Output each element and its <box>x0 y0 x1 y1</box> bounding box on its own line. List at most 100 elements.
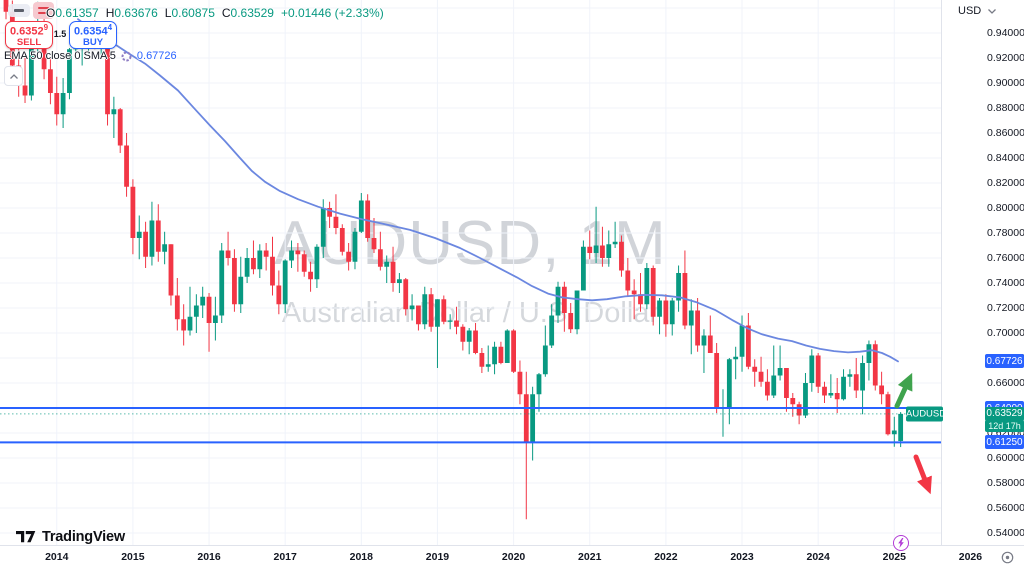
candle <box>625 258 631 297</box>
candle <box>428 288 434 332</box>
candle <box>155 204 161 262</box>
candle <box>879 371 885 405</box>
timezone-button[interactable] <box>1001 551 1014 568</box>
candle <box>327 201 332 228</box>
line-price-label[interactable]: 0.61250 <box>985 435 1024 450</box>
candle <box>568 303 574 333</box>
candle <box>200 286 206 318</box>
candle <box>561 281 567 332</box>
candle <box>54 76 60 126</box>
candle <box>504 329 510 363</box>
indicator-title: EMA 50 close 0 SMA 5 <box>4 50 116 62</box>
candle <box>282 259 288 313</box>
candle <box>454 306 459 335</box>
candle <box>682 250 688 330</box>
candle <box>606 230 612 267</box>
candle <box>676 265 681 312</box>
candle <box>447 314 453 330</box>
candle <box>638 273 643 312</box>
time-axis[interactable]: 2014 2015 2016 2017 2018 2019 2020 2021 2022 2023… <box>0 545 1024 568</box>
arrow-down-drawing[interactable] <box>913 454 932 495</box>
candle <box>435 299 440 368</box>
price-tick-label: 0.66000 <box>987 377 1024 389</box>
candle <box>193 294 199 333</box>
price-tick-label: 0.86000 <box>987 127 1024 139</box>
price-tick-label: 0.72000 <box>987 302 1024 314</box>
buy-button[interactable]: 0.63544 BUY <box>69 21 117 49</box>
price-axis[interactable]: USD 0.94000 0.92000 0.90000 0.88000 0.86000 0… <box>906 0 1024 545</box>
chart-canvas[interactable] <box>0 0 941 545</box>
change-value: +0.01446 <box>280 6 332 20</box>
candle <box>225 231 231 266</box>
candle <box>314 244 320 288</box>
candle <box>701 329 707 373</box>
price-tick-label: 0.70000 <box>987 327 1024 339</box>
candle <box>416 305 421 331</box>
sell-price: 0.6352 <box>9 25 44 38</box>
candle <box>403 278 409 316</box>
price-tick-label: 0.94000 <box>987 27 1024 39</box>
candle <box>181 304 187 346</box>
clock-dot-icon <box>1001 551 1014 564</box>
year-tick-label: 2022 <box>654 551 678 563</box>
candle <box>219 243 225 323</box>
candle <box>244 248 250 283</box>
year-tick-label: 2020 <box>501 551 526 563</box>
legend-collapse-button[interactable] <box>4 66 23 86</box>
candle <box>371 218 377 253</box>
candle <box>352 228 358 270</box>
price-tick-label: 0.78000 <box>987 227 1024 239</box>
high-label: H <box>105 6 115 20</box>
candle <box>847 369 853 387</box>
ema-line[interactable] <box>77 18 899 363</box>
candle <box>663 294 669 337</box>
sell-button[interactable]: 0.63529 SELL <box>5 21 53 49</box>
tradingview-mark-icon <box>16 531 36 543</box>
tradingview-logo[interactable]: TradingView <box>16 529 125 545</box>
candle <box>187 286 193 336</box>
current-price-label[interactable]: 0.63529 <box>985 406 1024 421</box>
line-price-label[interactable]: 0.67726 <box>985 354 1024 369</box>
candle <box>574 290 580 335</box>
candle <box>828 374 834 398</box>
candle <box>707 315 713 353</box>
indicator-legend[interactable]: EMA 50 close 0 SMA 5 0.67726 <box>4 50 177 62</box>
year-tick-label: 2021 <box>578 551 602 563</box>
legend-toggle-button[interactable] <box>8 4 30 17</box>
candle <box>492 341 497 375</box>
candle <box>771 345 777 398</box>
price-tick-label: 0.80000 <box>987 202 1024 214</box>
candle <box>441 295 447 325</box>
price-tick-label: 0.84000 <box>987 152 1024 164</box>
currency-selector[interactable]: USD <box>958 5 997 17</box>
candle <box>168 244 174 306</box>
candle <box>600 226 605 267</box>
buy-price: 0.6354 <box>73 25 108 38</box>
buy-sell-panel-button[interactable] <box>33 2 54 19</box>
candle <box>885 391 891 436</box>
candle <box>136 215 142 260</box>
candle <box>60 78 66 128</box>
candle <box>549 304 555 348</box>
currency-label: USD <box>958 5 982 17</box>
price-tick-label: 0.90000 <box>987 77 1024 89</box>
arrow-up-drawing[interactable] <box>894 372 913 409</box>
high-value: 0.63676 <box>114 6 158 20</box>
year-tick-label: 2023 <box>730 551 754 563</box>
candle <box>162 231 168 265</box>
ohlc-row: O0.61357 H0.63676 L0.60875 C0.63529 +0.01446… <box>46 6 384 20</box>
candle <box>714 343 720 413</box>
candle <box>726 358 732 425</box>
candle <box>130 179 136 255</box>
price-tick-label: 0.54000 <box>987 527 1024 539</box>
candle <box>669 298 675 336</box>
grid-lines <box>0 0 941 545</box>
candle <box>333 194 339 235</box>
candle <box>149 201 155 266</box>
candle-countdown: 12d 17h <box>985 420 1024 433</box>
price-tick-label: 0.56000 <box>987 502 1024 514</box>
candle <box>619 235 624 277</box>
year-tick-label: 2014 <box>45 551 69 563</box>
event-marker[interactable] <box>893 535 909 551</box>
candles-layer <box>3 0 904 520</box>
